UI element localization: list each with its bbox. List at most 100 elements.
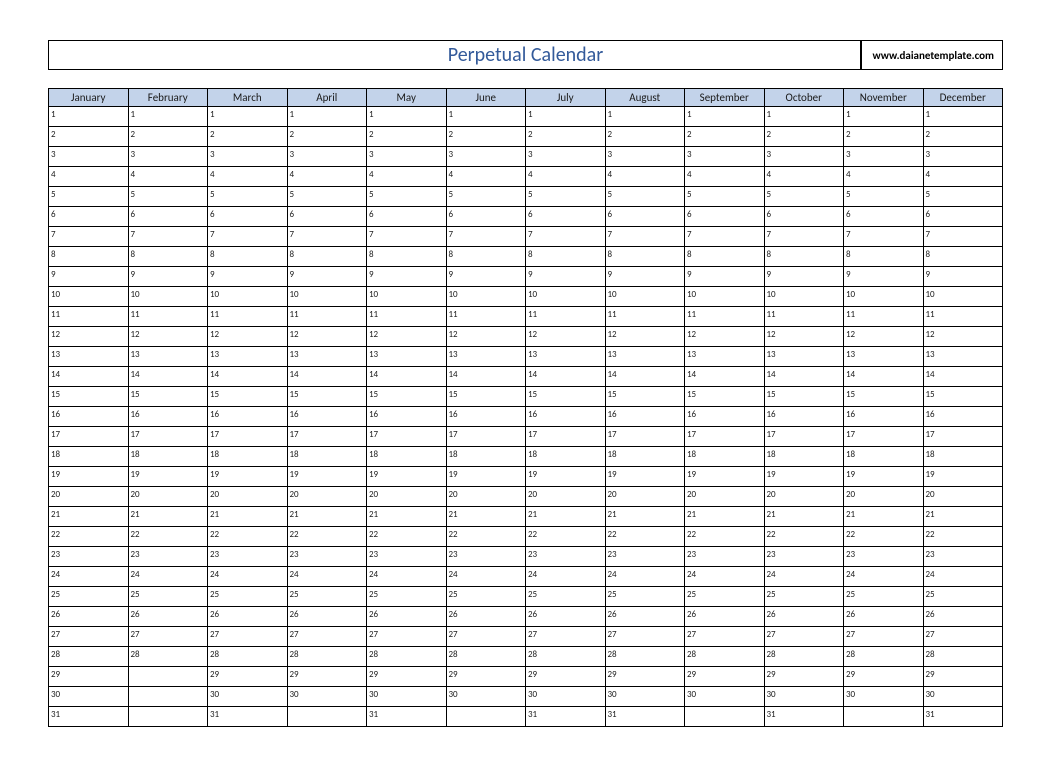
day-cell: 16 <box>764 407 844 427</box>
day-cell: 31 <box>208 707 288 727</box>
day-cell: 7 <box>49 227 129 247</box>
day-cell: 20 <box>367 487 447 507</box>
day-cell: 9 <box>844 267 924 287</box>
day-cell: 12 <box>128 327 208 347</box>
day-cell: 29 <box>526 667 606 687</box>
day-cell: 26 <box>287 607 367 627</box>
day-cell: 25 <box>367 587 447 607</box>
day-cell: 20 <box>844 487 924 507</box>
day-cell: 9 <box>923 267 1003 287</box>
day-cell: 6 <box>526 207 606 227</box>
day-cell: 8 <box>764 247 844 267</box>
table-row: 272727272727272727272727 <box>49 627 1003 647</box>
day-cell: 30 <box>526 687 606 707</box>
day-cell: 18 <box>128 447 208 467</box>
day-cell <box>128 667 208 687</box>
day-cell: 22 <box>685 527 765 547</box>
day-cell: 26 <box>208 607 288 627</box>
day-cell: 23 <box>605 547 685 567</box>
day-cell: 2 <box>128 127 208 147</box>
day-cell: 23 <box>446 547 526 567</box>
day-cell: 27 <box>446 627 526 647</box>
day-cell: 5 <box>446 187 526 207</box>
day-cell: 29 <box>923 667 1003 687</box>
day-cell: 9 <box>764 267 844 287</box>
day-cell: 2 <box>685 127 765 147</box>
day-cell: 29 <box>49 667 129 687</box>
table-row: 999999999999 <box>49 267 1003 287</box>
day-cell: 20 <box>764 487 844 507</box>
day-cell: 2 <box>844 127 924 147</box>
day-cell: 8 <box>208 247 288 267</box>
table-row: 282828282828282828282828 <box>49 647 1003 667</box>
day-cell: 10 <box>685 287 765 307</box>
day-cell: 16 <box>844 407 924 427</box>
day-cell: 15 <box>367 387 447 407</box>
day-cell: 19 <box>923 467 1003 487</box>
day-cell: 3 <box>446 147 526 167</box>
month-header: September <box>685 89 765 107</box>
day-cell: 27 <box>367 627 447 647</box>
day-cell: 21 <box>367 507 447 527</box>
table-row: 121212121212121212121212 <box>49 327 1003 347</box>
day-cell: 22 <box>49 527 129 547</box>
day-cell: 16 <box>605 407 685 427</box>
title-bar: Perpetual Calendar www.daianetemplate.co… <box>48 40 1003 70</box>
day-cell: 10 <box>605 287 685 307</box>
day-cell: 19 <box>844 467 924 487</box>
day-cell: 2 <box>526 127 606 147</box>
day-cell: 15 <box>923 387 1003 407</box>
day-cell: 8 <box>923 247 1003 267</box>
day-cell: 3 <box>367 147 447 167</box>
day-cell: 18 <box>49 447 129 467</box>
day-cell: 18 <box>446 447 526 467</box>
day-cell: 7 <box>764 227 844 247</box>
day-cell: 30 <box>208 687 288 707</box>
day-cell: 3 <box>685 147 765 167</box>
day-cell: 2 <box>446 127 526 147</box>
table-row: 555555555555 <box>49 187 1003 207</box>
table-row: 888888888888 <box>49 247 1003 267</box>
table-row: 31313131313131 <box>49 707 1003 727</box>
day-cell: 17 <box>685 427 765 447</box>
site-link[interactable]: www.daianetemplate.com <box>860 41 994 69</box>
day-cell: 27 <box>605 627 685 647</box>
day-cell: 9 <box>526 267 606 287</box>
day-cell: 23 <box>923 547 1003 567</box>
day-cell: 5 <box>764 187 844 207</box>
day-cell: 6 <box>446 207 526 227</box>
day-cell: 21 <box>446 507 526 527</box>
day-cell: 11 <box>128 307 208 327</box>
day-cell: 8 <box>844 247 924 267</box>
day-cell: 27 <box>685 627 765 647</box>
day-cell: 14 <box>208 367 288 387</box>
day-cell: 8 <box>287 247 367 267</box>
day-cell: 20 <box>287 487 367 507</box>
day-cell: 9 <box>49 267 129 287</box>
day-cell: 27 <box>764 627 844 647</box>
day-cell: 8 <box>446 247 526 267</box>
day-cell: 31 <box>49 707 129 727</box>
day-cell: 15 <box>844 387 924 407</box>
day-cell: 17 <box>367 427 447 447</box>
day-cell: 20 <box>208 487 288 507</box>
month-header: June <box>446 89 526 107</box>
day-cell: 14 <box>923 367 1003 387</box>
day-cell: 22 <box>128 527 208 547</box>
day-cell: 14 <box>49 367 129 387</box>
table-row: 777777777777 <box>49 227 1003 247</box>
day-cell: 19 <box>287 467 367 487</box>
table-row: 131313131313131313131313 <box>49 347 1003 367</box>
day-cell: 3 <box>208 147 288 167</box>
day-cell: 4 <box>367 167 447 187</box>
day-cell: 14 <box>764 367 844 387</box>
day-cell: 5 <box>923 187 1003 207</box>
day-cell: 28 <box>764 647 844 667</box>
day-cell: 21 <box>287 507 367 527</box>
table-row: 262626262626262626262626 <box>49 607 1003 627</box>
day-cell: 19 <box>685 467 765 487</box>
day-cell: 28 <box>685 647 765 667</box>
day-cell: 25 <box>764 587 844 607</box>
month-header: April <box>287 89 367 107</box>
day-cell: 5 <box>605 187 685 207</box>
